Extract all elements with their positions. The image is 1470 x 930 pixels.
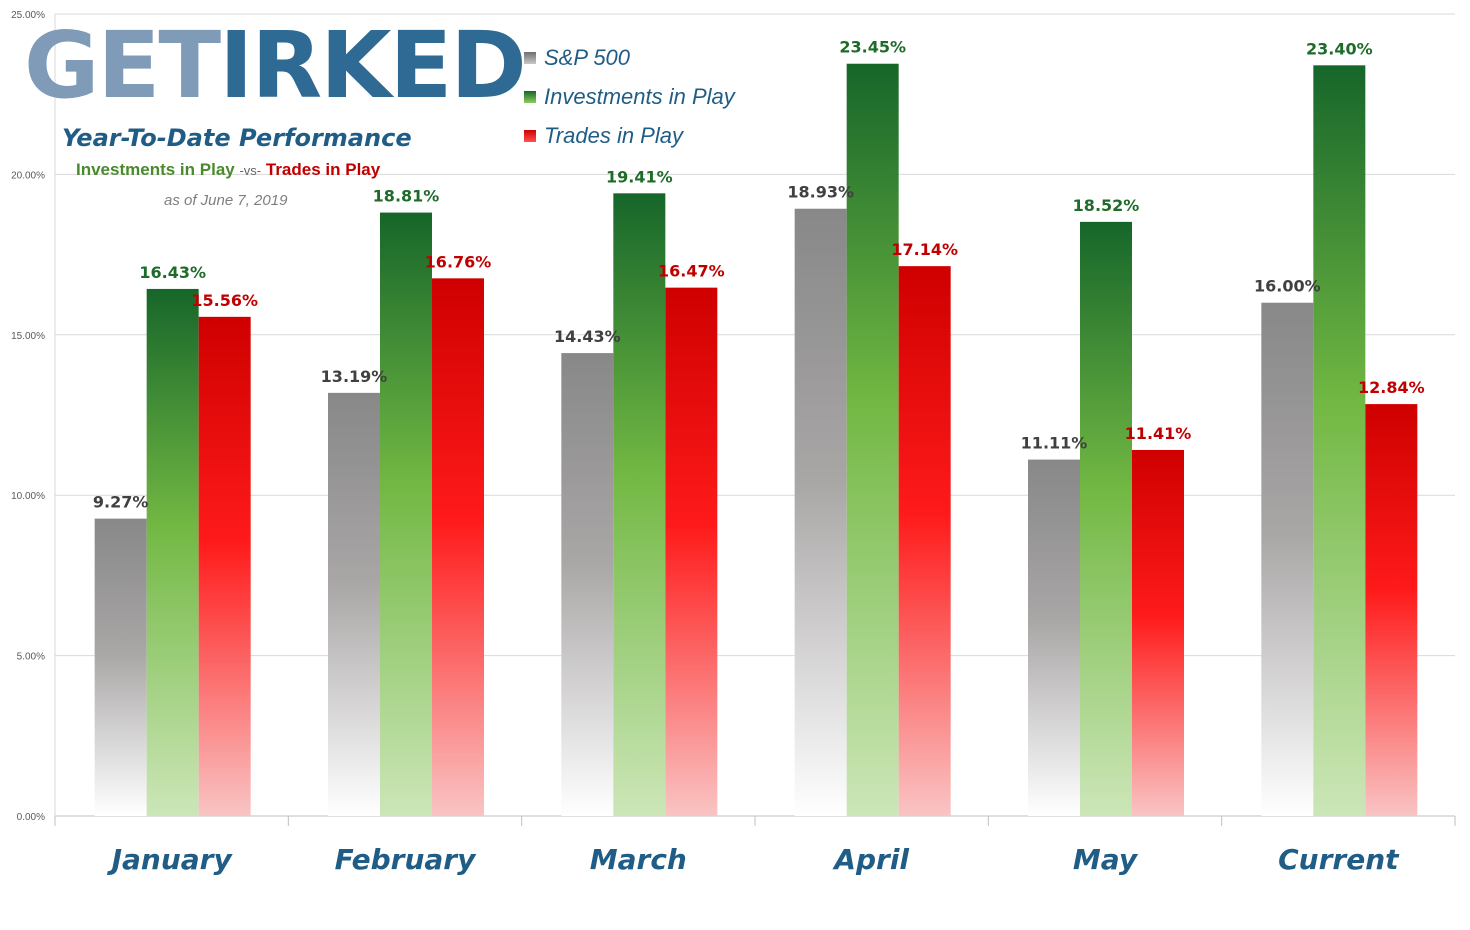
y-tick-label: 15.00% bbox=[11, 331, 45, 342]
legend-label: Trades in Play bbox=[544, 122, 683, 148]
as-of-date: as of June 7, 2019 bbox=[164, 192, 288, 209]
data-label: 16.76% bbox=[425, 252, 492, 271]
legend-item-investments: Investments in Play bbox=[524, 77, 735, 116]
data-label: 19.41% bbox=[606, 167, 673, 186]
data-label: 14.43% bbox=[554, 327, 621, 346]
y-tick-label: 25.00% bbox=[11, 10, 45, 21]
y-tick-label: 5.00% bbox=[17, 652, 45, 663]
legend-swatch-red bbox=[524, 129, 536, 142]
investments-heading: Investments in Play bbox=[76, 160, 235, 179]
bar-sp500 bbox=[328, 392, 380, 816]
page-subtitle: Year-To-Date Performance bbox=[62, 124, 412, 152]
data-label: 16.43% bbox=[139, 263, 206, 282]
x-category-label: May bbox=[1073, 843, 1139, 876]
legend-label: S&P 500 bbox=[544, 44, 631, 70]
bar-investments bbox=[1080, 221, 1132, 816]
legend-swatch-gray bbox=[524, 51, 536, 64]
bar-trades bbox=[898, 266, 951, 816]
legend-item-trades: Trades in Play bbox=[524, 116, 735, 155]
brand-get: GET bbox=[24, 12, 221, 119]
bar-sp500 bbox=[1261, 302, 1314, 817]
data-label: 18.93% bbox=[787, 183, 854, 202]
bar-sp500 bbox=[794, 208, 847, 817]
data-label: 16.47% bbox=[658, 262, 725, 281]
data-label: 23.45% bbox=[839, 38, 906, 57]
data-label: 15.56% bbox=[191, 291, 258, 310]
x-category-label: February bbox=[335, 843, 477, 876]
data-label: 18.52% bbox=[1073, 196, 1140, 215]
bar-investments bbox=[846, 63, 899, 816]
data-label: 11.11% bbox=[1021, 434, 1088, 453]
bar-investments bbox=[146, 288, 199, 816]
legend-item-sp500: S&P 500 bbox=[524, 38, 735, 77]
bar-investments bbox=[613, 193, 666, 816]
data-label: 13.19% bbox=[321, 367, 388, 386]
x-category-label: March bbox=[590, 843, 687, 876]
bar-trades bbox=[1132, 449, 1184, 816]
data-label: 12.84% bbox=[1358, 378, 1425, 397]
data-label: 23.40% bbox=[1306, 39, 1373, 58]
y-tick-label: 20.00% bbox=[11, 170, 45, 181]
chart-legend: S&P 500 Investments in Play Trades in Pl… bbox=[524, 38, 735, 155]
data-labels: 9.27% 16.43% 15.56% January 13.19% 18.81% 16.7… bbox=[93, 38, 1425, 876]
data-label: 17.14% bbox=[891, 240, 958, 259]
data-label: 16.00% bbox=[1254, 277, 1321, 296]
gridlines: 0.00% 5.00% 10.00% 15.00% 20.00% 25.00% bbox=[11, 10, 1456, 826]
trades-heading: Trades in Play bbox=[265, 160, 381, 179]
data-label: 11.41% bbox=[1125, 424, 1192, 443]
y-tick-label: 0.00% bbox=[17, 812, 45, 823]
x-category-label: January bbox=[107, 843, 234, 876]
brand-logo: GETIRKED bbox=[24, 20, 527, 112]
legend-swatch-green bbox=[524, 90, 536, 103]
vs-separator: -vs- bbox=[239, 163, 262, 178]
bar-sp500 bbox=[94, 518, 147, 816]
bar-trades bbox=[665, 287, 718, 816]
y-tick-label: 10.00% bbox=[11, 491, 45, 502]
bar-trades bbox=[1365, 404, 1418, 816]
bar-sp500 bbox=[1028, 459, 1080, 816]
bar-trades bbox=[432, 278, 484, 816]
data-label: 9.27% bbox=[93, 493, 149, 512]
legend-label: Investments in Play bbox=[544, 83, 735, 109]
x-category-label: Current bbox=[1278, 843, 1400, 876]
bar-sp500 bbox=[561, 353, 614, 816]
brand-irked: IRKED bbox=[219, 12, 527, 119]
x-category-label: April bbox=[832, 843, 909, 876]
bar-investments bbox=[1313, 65, 1366, 816]
data-label: 18.81% bbox=[373, 187, 440, 206]
comparison-line: Investments in Play -vs- Trades in Play bbox=[76, 160, 380, 180]
bars bbox=[94, 63, 1418, 817]
bar-trades bbox=[198, 316, 251, 816]
bar-investments bbox=[380, 212, 432, 816]
